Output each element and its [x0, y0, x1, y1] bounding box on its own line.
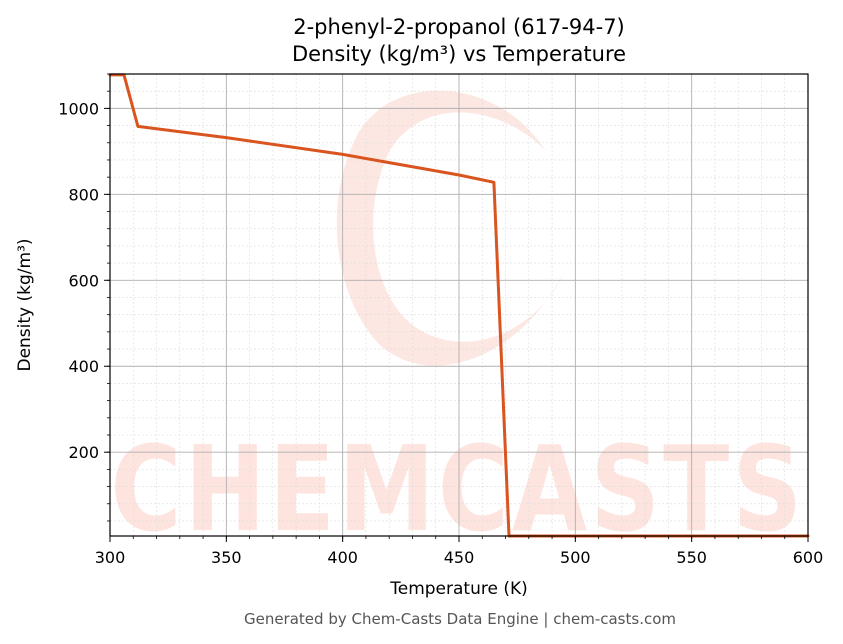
x-tick-label: 450: [444, 548, 475, 567]
axis-ticks: [104, 73, 809, 542]
tick-labels: 300 350 400 450 500 550 600 200 400 600 800 1000: [58, 99, 823, 567]
chart-title: 2-phenyl-2-propanol (617-94-7): [293, 15, 625, 39]
footer-credit: Generated by Chem-Casts Data Engine | ch…: [244, 610, 676, 628]
x-tick-label: 550: [676, 548, 707, 567]
x-tick-label: 400: [327, 548, 358, 567]
y-tick-label: 800: [68, 185, 99, 204]
y-tick-label: 400: [68, 357, 99, 376]
watermark-swirl: [336, 90, 565, 366]
grid-major: [109, 74, 809, 536]
y-tick-label: 200: [68, 443, 99, 462]
x-tick-label: 600: [793, 548, 824, 567]
x-tick-label: 500: [560, 548, 591, 567]
x-axis-label: Temperature (K): [389, 579, 528, 599]
x-tick-label: 350: [211, 548, 242, 567]
watermark: CHEMCASTS: [111, 90, 802, 558]
chart-subtitle: Density (kg/m³) vs Temperature: [292, 42, 626, 66]
y-axis-label: Density (kg/m³): [15, 238, 35, 371]
y-tick-label: 1000: [58, 99, 99, 118]
y-tick-label: 600: [68, 271, 99, 290]
x-tick-label: 300: [95, 548, 126, 567]
